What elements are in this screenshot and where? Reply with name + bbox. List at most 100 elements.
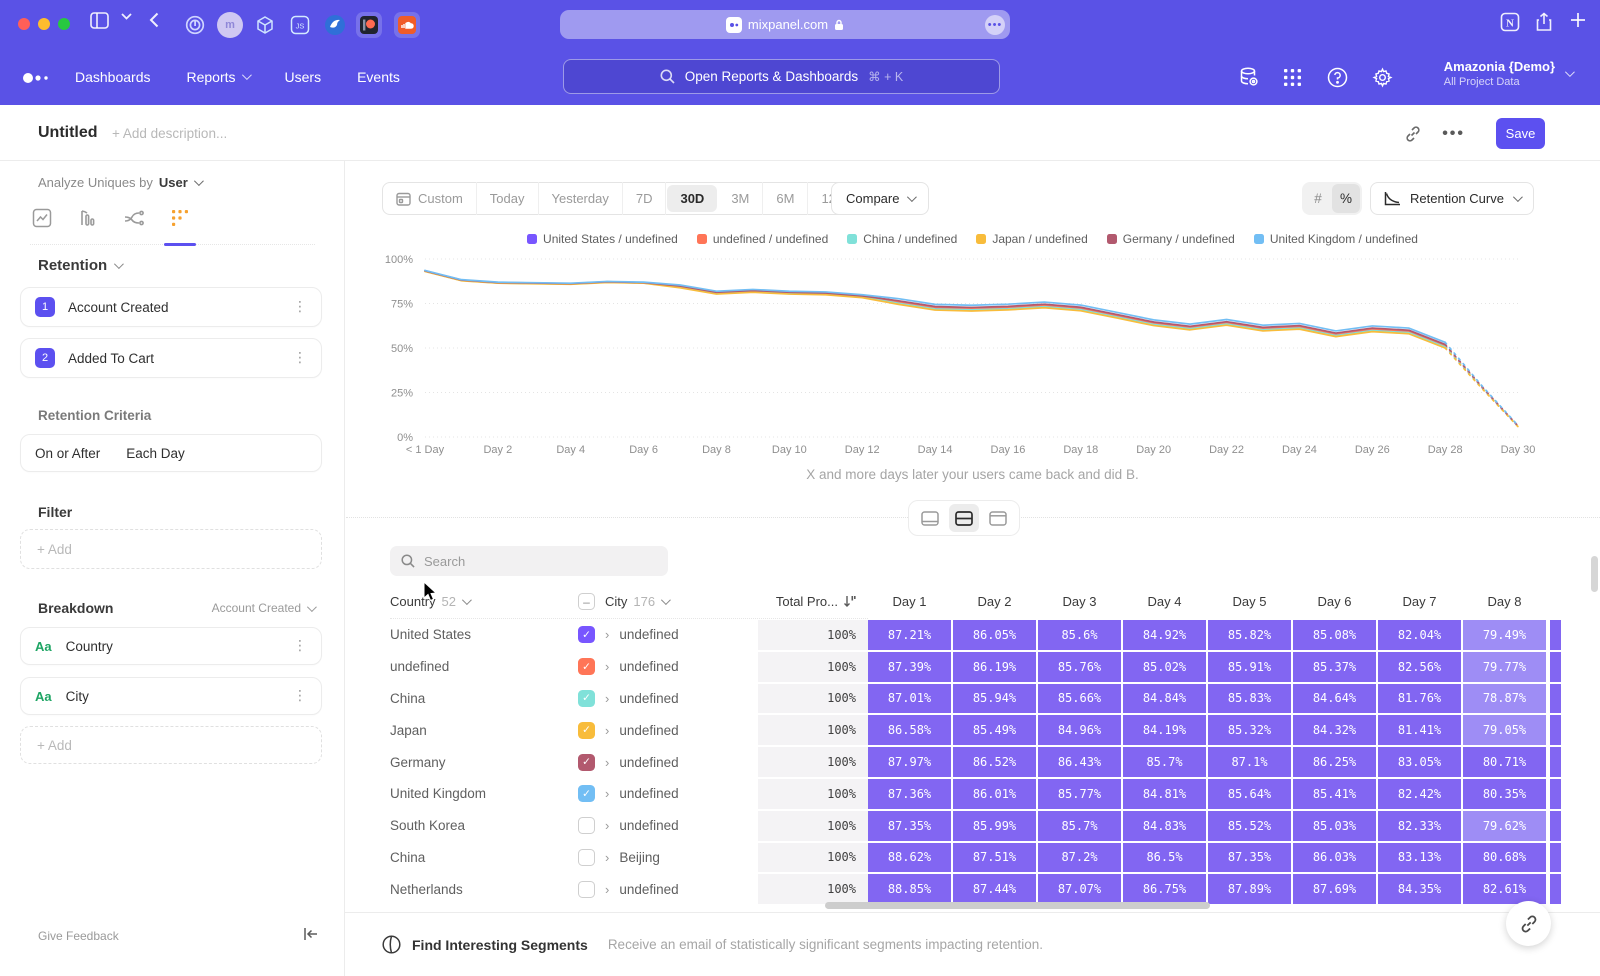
browser-sidebar-icon[interactable] bbox=[90, 12, 109, 29]
retention-day-cell[interactable]: 81.76% bbox=[1378, 684, 1461, 714]
retention-day-cell[interactable]: 85.76% bbox=[1038, 652, 1121, 682]
criteria-each-day[interactable]: Each Day bbox=[126, 446, 307, 461]
retention-day-cell[interactable]: 86.19% bbox=[953, 652, 1036, 682]
retention-day-cell[interactable]: 81.41% bbox=[1378, 715, 1461, 745]
retention-day-cell[interactable]: 83.13% bbox=[1378, 843, 1461, 873]
retention-criteria-card[interactable]: On or After Each Day bbox=[20, 434, 322, 472]
pinned-tab-javascript-icon[interactable]: JS bbox=[287, 12, 313, 38]
retention-day-cell[interactable]: 80.71% bbox=[1463, 747, 1546, 777]
new-tab-icon[interactable] bbox=[1570, 12, 1586, 28]
pinned-tab-bird-app-icon[interactable] bbox=[322, 12, 348, 38]
nav-link-users[interactable]: Users bbox=[285, 69, 322, 85]
retention-day-cell[interactable]: 87.21% bbox=[868, 620, 951, 650]
retention-day-cell[interactable]: 87.01% bbox=[868, 684, 951, 714]
table-row[interactable]: Japan✓›undefined100%86.58%85.49%84.96%84… bbox=[345, 715, 1600, 745]
retention-day-cell[interactable]: 86.52% bbox=[953, 747, 1036, 777]
retention-day-cell[interactable]: 85.02% bbox=[1123, 652, 1206, 682]
vertical-scrollbar[interactable] bbox=[1591, 556, 1598, 592]
more-options-icon[interactable]: ••• bbox=[1442, 125, 1465, 143]
retention-day-cell[interactable]: 79.05% bbox=[1463, 715, 1546, 745]
retention-day-cell[interactable]: 82.42% bbox=[1378, 779, 1461, 809]
compare-button[interactable]: Compare bbox=[831, 182, 929, 215]
column-header-day-2[interactable]: Day 2 bbox=[953, 594, 1036, 609]
horizontal-scrollbar[interactable] bbox=[825, 902, 1210, 909]
chart-type-dropdown[interactable]: Retention Curve bbox=[1370, 182, 1534, 215]
range-30d[interactable]: 30D bbox=[667, 185, 717, 212]
retention-day-cell[interactable]: 82.56% bbox=[1378, 652, 1461, 682]
retention-day-cell[interactable]: 87.39% bbox=[868, 652, 951, 682]
table-search-input[interactable]: Search bbox=[390, 546, 668, 576]
legend-item[interactable]: United States / undefined bbox=[527, 232, 678, 246]
retention-day-cell[interactable]: 85.66% bbox=[1038, 684, 1121, 714]
column-header-total[interactable]: Total Pro... bbox=[758, 594, 868, 609]
retention-day-cell[interactable]: 82.33% bbox=[1378, 811, 1461, 841]
chevron-down-icon[interactable] bbox=[121, 12, 132, 20]
retention-day-cell[interactable]: 85.83% bbox=[1208, 684, 1291, 714]
settings-gear-icon[interactable] bbox=[1369, 64, 1395, 90]
pinned-tab-soundcloud-icon[interactable] bbox=[394, 12, 420, 38]
column-header-day-6[interactable]: Day 6 bbox=[1293, 594, 1376, 609]
legend-item[interactable]: China / undefined bbox=[847, 232, 957, 246]
row-checkbox-checked[interactable]: ✓ bbox=[578, 754, 595, 771]
retention-day-cell[interactable]: 84.35% bbox=[1378, 874, 1461, 904]
retention-day-cell[interactable]: 78.87% bbox=[1463, 684, 1546, 714]
step-card-added-to-cart[interactable]: 2 Added To Cart ⋮ bbox=[20, 338, 322, 378]
breakdown-event-selector[interactable]: Account Created bbox=[212, 601, 314, 615]
unit-percent-button[interactable]: % bbox=[1332, 184, 1360, 213]
kebab-menu-icon[interactable]: ⋮ bbox=[293, 638, 307, 654]
retention-day-cell[interactable]: 87.36% bbox=[868, 779, 951, 809]
apps-grid-icon[interactable] bbox=[1279, 64, 1305, 90]
retention-day-cell[interactable]: 85.32% bbox=[1208, 715, 1291, 745]
retention-day-cell[interactable]: 85.64% bbox=[1208, 779, 1291, 809]
legend-item[interactable]: United Kingdom / undefined bbox=[1254, 232, 1418, 246]
kebab-menu-icon[interactable]: ⋮ bbox=[293, 350, 307, 366]
retention-day-cell[interactable]: 88.85% bbox=[868, 874, 951, 904]
retention-day-cell[interactable]: 84.81% bbox=[1123, 779, 1206, 809]
unit-absolute-button[interactable]: # bbox=[1304, 184, 1332, 213]
tab-retention-icon[interactable] bbox=[168, 206, 192, 230]
retention-day-cell[interactable]: 80.35% bbox=[1463, 779, 1546, 809]
mixpanel-logo-icon[interactable] bbox=[22, 72, 52, 84]
retention-day-cell[interactable]: 87.89% bbox=[1208, 874, 1291, 904]
expand-chevron-icon[interactable]: › bbox=[605, 691, 609, 706]
retention-day-cell[interactable]: 87.97% bbox=[868, 747, 951, 777]
expand-chevron-icon[interactable]: › bbox=[605, 723, 609, 738]
retention-day-cell[interactable]: 85.08% bbox=[1293, 620, 1376, 650]
retention-day-cell[interactable]: 87.44% bbox=[953, 874, 1036, 904]
analyze-value[interactable]: User bbox=[159, 175, 188, 190]
retention-day-cell[interactable]: 85.37% bbox=[1293, 652, 1376, 682]
retention-day-cell[interactable]: 86.05% bbox=[953, 620, 1036, 650]
minimize-window-button[interactable] bbox=[38, 18, 50, 30]
copy-link-icon[interactable] bbox=[1404, 125, 1422, 143]
retention-day-cell[interactable]: 84.32% bbox=[1293, 715, 1376, 745]
layout-split-icon[interactable] bbox=[949, 504, 979, 532]
table-row[interactable]: United States✓›undefined100%87.21%86.05%… bbox=[345, 620, 1600, 650]
table-row[interactable]: China✓›undefined100%87.01%85.94%85.66%84… bbox=[345, 684, 1600, 714]
retention-day-cell[interactable]: 84.84% bbox=[1123, 684, 1206, 714]
retention-day-cell[interactable]: 87.51% bbox=[953, 843, 1036, 873]
share-icon[interactable] bbox=[1535, 12, 1553, 32]
range-6m[interactable]: 6M bbox=[763, 182, 808, 215]
row-checkbox-checked[interactable]: ✓ bbox=[578, 626, 595, 643]
select-all-checkbox-indeterminate[interactable]: – bbox=[578, 593, 595, 610]
pinned-tab-patreon-icon[interactable] bbox=[356, 12, 382, 38]
collapse-sidebar-icon[interactable] bbox=[303, 927, 319, 941]
project-switcher[interactable]: Amazonia {Demo} All Project Data bbox=[1444, 59, 1572, 88]
nav-link-reports[interactable]: Reports bbox=[187, 69, 249, 85]
kebab-menu-icon[interactable]: ⋮ bbox=[293, 299, 307, 315]
table-row[interactable]: Germany✓›undefined100%87.97%86.52%86.43%… bbox=[345, 747, 1600, 777]
retention-day-cell[interactable]: 79.77% bbox=[1463, 652, 1546, 682]
retention-day-cell[interactable]: 83.05% bbox=[1378, 747, 1461, 777]
column-header-day-4[interactable]: Day 4 bbox=[1123, 594, 1206, 609]
add-filter-button[interactable]: + Add bbox=[20, 529, 322, 569]
save-button[interactable]: Save bbox=[1496, 118, 1545, 149]
pinned-tab-one-password-icon[interactable] bbox=[182, 12, 208, 38]
legend-item[interactable]: Germany / undefined bbox=[1107, 232, 1235, 246]
retention-day-cell[interactable]: 86.43% bbox=[1038, 747, 1121, 777]
table-row[interactable]: United Kingdom✓›undefined100%87.36%86.01… bbox=[345, 779, 1600, 809]
data-management-icon[interactable] bbox=[1236, 64, 1262, 90]
column-header-day-7[interactable]: Day 7 bbox=[1378, 594, 1461, 609]
retention-day-cell[interactable]: 86.01% bbox=[953, 779, 1036, 809]
row-checkbox-checked[interactable]: ✓ bbox=[578, 658, 595, 675]
expand-chevron-icon[interactable]: › bbox=[605, 850, 609, 865]
